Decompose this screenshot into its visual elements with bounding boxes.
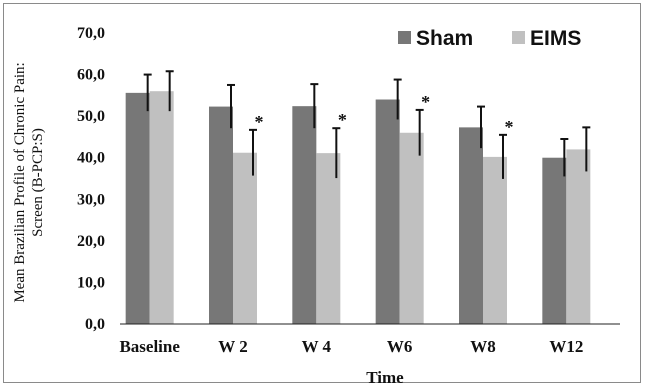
y-tick-label: 50,0 <box>77 108 105 125</box>
legend-label-eims: EIMS <box>530 27 581 50</box>
bar-sham <box>459 127 483 324</box>
bar-eims <box>566 149 591 324</box>
y-tick-label: 0,0 <box>85 316 105 333</box>
legend: Sham EIMS <box>398 27 581 50</box>
y-axis-title: Mean Brazilian Profile of Chronic Pain: … <box>12 62 46 302</box>
legend-swatch-eims <box>512 31 525 44</box>
bar-sham <box>209 106 233 325</box>
bar-eims <box>483 156 507 324</box>
bar-sham <box>292 106 317 324</box>
bar-eims <box>399 132 424 324</box>
significance-marker: * <box>505 117 514 137</box>
significance-markers: * * * * <box>255 92 514 137</box>
bar-sham <box>542 157 567 324</box>
significance-marker: * <box>421 92 430 112</box>
y-tick-label: 30,0 <box>77 191 105 208</box>
significance-marker: * <box>338 110 347 130</box>
legend-swatch-sham <box>398 31 411 44</box>
x-tick-label: W 4 <box>302 337 332 356</box>
bar-eims <box>233 152 257 324</box>
bar-sham <box>375 99 400 324</box>
error-bars <box>143 70 591 179</box>
y-axis-title-line-2: Screen (B-PCP:S) <box>30 128 46 237</box>
y-tick-label: 60,0 <box>77 67 105 84</box>
y-tick-label: 70,0 <box>77 25 105 42</box>
x-tick-label: W6 <box>387 337 413 356</box>
x-tick-label: W 2 <box>218 337 247 356</box>
y-tick-label: 40,0 <box>77 150 105 167</box>
legend-label-sham: Sham <box>416 27 473 50</box>
x-tick-labels: Baseline W 2 W 4 W6 W8 W12 <box>119 337 583 356</box>
significance-marker: * <box>255 112 264 132</box>
bar-eims <box>149 91 174 324</box>
bar-eims <box>316 153 341 324</box>
x-tick-label: W12 <box>549 337 583 356</box>
bar-sham <box>125 92 150 324</box>
y-tick-label: 10,0 <box>77 274 105 291</box>
y-axis-title-line-1: Mean Brazilian Profile of Chronic Pain: <box>12 62 28 302</box>
x-tick-label: W8 <box>470 337 496 356</box>
bars <box>125 91 591 325</box>
x-tick-label: Baseline <box>119 337 180 356</box>
y-tick-label: 20,0 <box>77 233 105 250</box>
x-axis-title: Time <box>366 368 404 387</box>
y-tick-labels: 0,0 10,0 20,0 30,0 40,0 50,0 60,0 70,0 <box>77 25 105 333</box>
